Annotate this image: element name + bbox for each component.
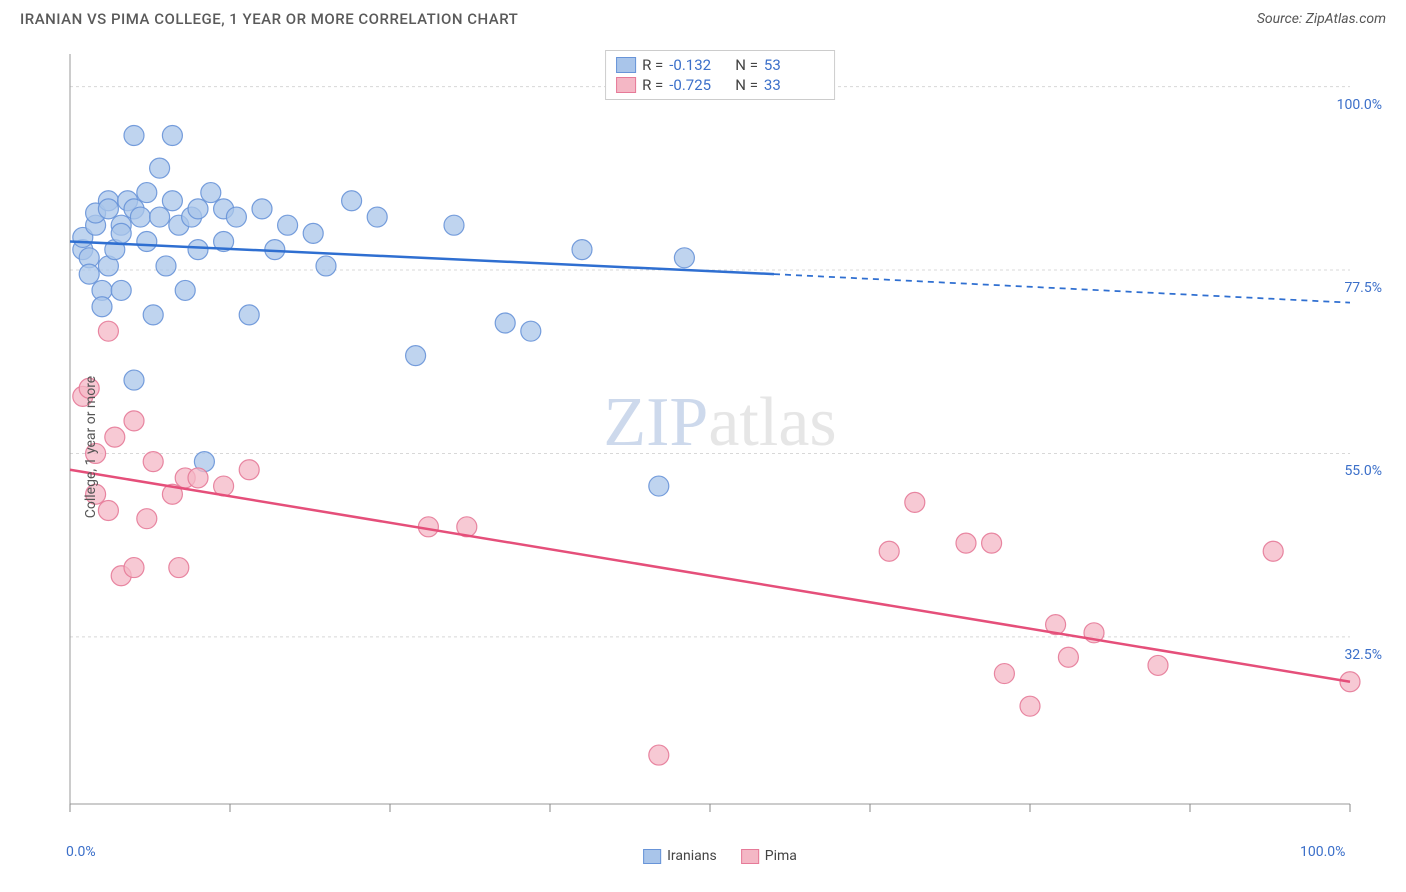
legend-series: Iranians Pima <box>643 848 797 864</box>
scatter-plot <box>50 44 1390 834</box>
legend-series-item: Iranians <box>643 848 717 864</box>
legend-correlation-row: R = -0.725 N = 33 <box>616 75 824 95</box>
legend-series-label: Pima <box>765 848 797 864</box>
chart-header: IRANIAN VS PIMA COLLEGE, 1 YEAR OR MORE … <box>0 0 1406 34</box>
y-tick-label: 55.0% <box>1344 463 1382 479</box>
chart-source: Source: ZipAtlas.com <box>1257 11 1386 27</box>
x-tick-label: 0.0% <box>66 844 96 860</box>
y-tick-label: 32.5% <box>1344 647 1382 663</box>
y-axis-label: College, 1 year or more <box>83 376 99 518</box>
legend-swatch-icon <box>616 57 636 73</box>
legend-swatch-icon <box>741 849 759 864</box>
y-tick-label: 77.5% <box>1344 280 1382 296</box>
legend-swatch-icon <box>643 849 661 864</box>
legend-correlation-row: R = -0.132 N = 53 <box>616 55 824 75</box>
legend-series-item: Pima <box>741 848 797 864</box>
y-tick-label: 100.0% <box>1337 97 1382 113</box>
legend-correlation: R = -0.132 N = 53R = -0.725 N = 33 <box>605 50 835 100</box>
chart-area: College, 1 year or more ZIPatlas R = -0.… <box>50 44 1390 834</box>
x-tick-label: 100.0% <box>1300 844 1345 860</box>
legend-series-label: Iranians <box>667 848 717 864</box>
legend-swatch-icon <box>616 77 636 93</box>
chart-title: IRANIAN VS PIMA COLLEGE, 1 YEAR OR MORE … <box>20 10 518 28</box>
